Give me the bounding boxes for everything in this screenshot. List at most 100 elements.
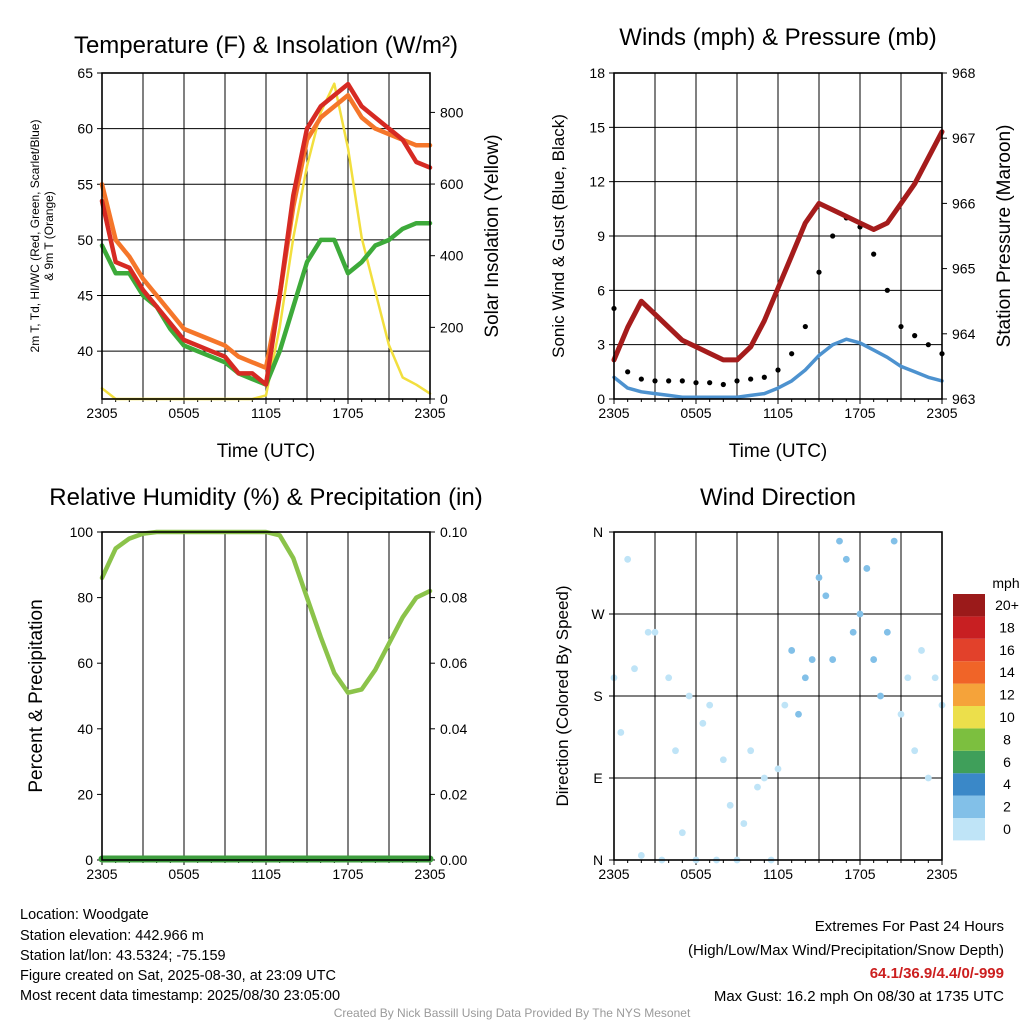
direction-point [617, 729, 625, 736]
y2-tick-label: 0.00 [440, 852, 467, 868]
created-text: Figure created on Sat, 2025-08-30, at 23… [20, 968, 336, 984]
direction-point [699, 719, 707, 727]
gust-point [679, 378, 685, 384]
recent-data-text: Most recent data timestamp: 2025/08/30 2… [20, 988, 341, 1004]
plot-border [613, 72, 943, 400]
y2-tick-label: 0.04 [440, 721, 467, 737]
gust-point [625, 369, 631, 375]
direction-point [644, 628, 652, 636]
direction-point [911, 747, 919, 755]
y-tick-label: 40 [77, 721, 93, 737]
y2-tick-label: 963 [952, 391, 976, 407]
y-tick-label: 12 [589, 174, 605, 190]
y2-tick-label: 0.10 [440, 524, 467, 540]
y2-tick-label: 600 [440, 176, 464, 192]
gust-point [693, 380, 699, 386]
extremes-subtitle: (High/Low/Max Wind/Precipitation/Snow De… [688, 942, 1004, 959]
direction-point [904, 674, 912, 682]
x-tick-label: 2305 [414, 866, 445, 882]
plot-border [613, 531, 943, 861]
gust-point [830, 233, 836, 239]
direction-point [856, 610, 864, 618]
y-tick-label: 3 [597, 337, 605, 353]
x-tick-label: 2305 [926, 405, 957, 421]
gust-point [720, 381, 726, 388]
location-text: Location: Woodgate [20, 907, 149, 923]
credit-text: Created By Nick Bassill Using Data Provi… [333, 1006, 691, 1020]
panel-4: 2305 0505 1105 1705 2305 Wind Direction N E S W N D… [553, 484, 1020, 882]
direction-point [631, 665, 638, 673]
legend-label: 2 [1003, 799, 1011, 815]
x-tick-label: 1705 [844, 405, 875, 421]
direction-point [931, 674, 939, 682]
legend-swatch [953, 638, 985, 662]
direction-point [836, 537, 843, 545]
y-tick-label: 50 [77, 232, 93, 248]
direction-point [740, 820, 748, 827]
direction-point [672, 747, 679, 755]
y-tick-label: 45 [77, 288, 93, 304]
gust-point [802, 323, 808, 330]
direction-point [849, 628, 857, 636]
direction-point [815, 574, 823, 581]
series-station-pressure [611, 129, 945, 363]
gust-point [898, 323, 904, 330]
y-axis-label-line2: & 9m T (Orange) [42, 191, 56, 281]
legend-title: mph [992, 575, 1019, 591]
x-tick-label: 0505 [680, 866, 711, 882]
y2-tick-label: 965 [952, 261, 976, 277]
latlon-text: Station lat/lon: 43.5324; -75.159 [20, 948, 226, 964]
direction-point [760, 774, 768, 782]
y-tick-label: 100 [70, 524, 94, 540]
x-tick-label: 0505 [680, 405, 711, 421]
y-tick-label: S [593, 688, 602, 704]
direction-point [685, 692, 693, 700]
y2-tick-label: 968 [952, 65, 976, 81]
chart-title: Wind Direction [700, 484, 856, 511]
legend-swatch [953, 750, 985, 774]
x-tick-label: 2305 [86, 405, 117, 421]
gust-point [775, 367, 781, 373]
x-tick-label: 2305 [598, 866, 629, 882]
direction-point [870, 656, 878, 663]
gust-point [816, 269, 822, 275]
direction-point [822, 592, 830, 600]
x-axis-label: Time (UTC) [217, 441, 316, 462]
y2-tick-label: 0.08 [440, 590, 467, 606]
direction-point [897, 710, 905, 718]
series-9m-t [99, 93, 433, 371]
gust-point [748, 376, 754, 382]
chart-title: Temperature (F) & Insolation (W/m²) [74, 32, 458, 59]
x-tick-label: 1705 [332, 405, 363, 421]
direction-point [754, 783, 761, 791]
y2-tick-label: 967 [952, 130, 976, 146]
gust-point [871, 251, 877, 257]
y2-tick-label: 200 [440, 319, 464, 335]
series-2m-t [99, 81, 433, 387]
y-tick-label: E [593, 770, 602, 786]
x-tick-label: 2305 [86, 866, 117, 882]
legend-swatch [953, 683, 985, 706]
y-tick-label: 0 [597, 391, 605, 407]
x-tick-label: 0505 [168, 866, 199, 882]
x-axis-label: Time (UTC) [729, 441, 828, 462]
gust-point [652, 378, 658, 384]
y2-tick-label: 0.02 [440, 786, 467, 802]
gust-point [884, 287, 890, 293]
extremes-values: 64.1/36.9/4.4/0/-999 [869, 965, 1004, 982]
gust-point [912, 333, 918, 339]
direction-point [795, 710, 802, 718]
y2-tick-label: 0.06 [440, 655, 467, 671]
legend-label: 14 [999, 664, 1015, 680]
direction-point [726, 801, 734, 809]
legend-swatch [953, 616, 985, 639]
x-tick-label: 2305 [926, 866, 957, 882]
y-tick-label: 60 [77, 655, 93, 671]
gust-point [638, 376, 644, 382]
direction-point [665, 674, 673, 682]
gust-point [707, 380, 713, 386]
y-axis-label: Percent & Precipitation [26, 599, 47, 792]
direction-point [651, 628, 659, 636]
direction-point [747, 747, 755, 755]
direction-point [788, 647, 796, 654]
